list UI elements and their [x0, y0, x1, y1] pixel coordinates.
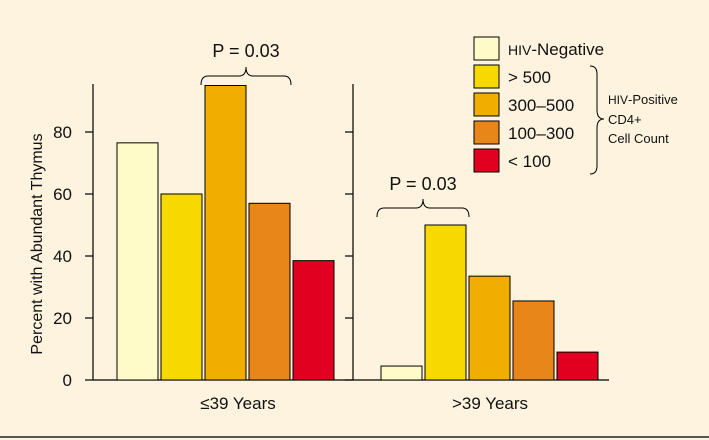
x-category-text-2: 39 Years	[462, 394, 528, 413]
bar-g1-s2	[160, 193, 203, 381]
legend-label-2: > 500	[508, 68, 551, 87]
legend-label-rest-1: -Negative	[531, 40, 604, 59]
bar-g2-s2	[424, 224, 467, 381]
bar-g1-s5	[292, 260, 335, 381]
bracket-label-line-3: Cell Count	[608, 131, 669, 146]
y-tick-label-4: 80	[53, 123, 72, 142]
y-tick-label-3: 60	[53, 185, 72, 204]
x-category-symbol-2: >	[452, 394, 462, 413]
bracket-label-line-2: CD4+	[608, 112, 642, 127]
bar-g2-s5	[556, 351, 599, 381]
bar-g2-s4	[512, 300, 555, 381]
significance-bracket-1	[200, 66, 292, 86]
significance-bracket-2	[376, 198, 470, 218]
legend-bracket	[589, 65, 605, 175]
bracket-label-line1-suffix: -Positive	[628, 92, 678, 107]
legend-label-1: HIV-Negative	[508, 40, 604, 59]
y-tick-label-0: 0	[63, 371, 72, 390]
legend-label-prefix-1: HIV	[508, 42, 532, 58]
y-tick-label-1: 20	[53, 309, 72, 328]
legend-swatch-2	[473, 64, 500, 89]
y-axis-label: Percent with Abundant Thymus	[29, 133, 46, 354]
significance-annotations: P = 0.03 P = 0.03	[200, 41, 470, 218]
significance-label-1: P = 0.03	[212, 41, 279, 61]
legend-swatch-3	[473, 92, 500, 117]
bar-g2-s1	[380, 365, 423, 381]
legend-label-3: 300–500	[508, 96, 574, 115]
y-tick-label-2: 40	[53, 247, 72, 266]
bar-g1-s4	[248, 202, 291, 381]
x-category-text-1: 39 Years	[210, 394, 276, 413]
bars	[116, 85, 599, 381]
bar-g1-s1	[116, 142, 159, 381]
legend-swatch-1	[473, 36, 500, 61]
legend-label-5: < 100	[508, 152, 551, 171]
significance-label-2: P = 0.03	[389, 174, 456, 194]
legend-swatch-5	[473, 148, 500, 173]
bar-g2-s3	[468, 275, 511, 381]
bracket-label-prefix: HIV	[608, 93, 628, 107]
x-category-label-1: ≤39 Years	[200, 394, 276, 413]
legend: HIV-Negative > 500 300–500 100–300 < 100	[473, 36, 604, 173]
bar-g1-s3	[204, 85, 247, 381]
legend-swatch-4	[473, 120, 500, 145]
legend-label-4: 100–300	[508, 124, 574, 143]
x-category-symbol-1: ≤	[200, 394, 209, 413]
x-category-label-2: >39 Years	[452, 394, 528, 413]
bracket-label-line-1: HIV-Positive	[608, 92, 678, 107]
